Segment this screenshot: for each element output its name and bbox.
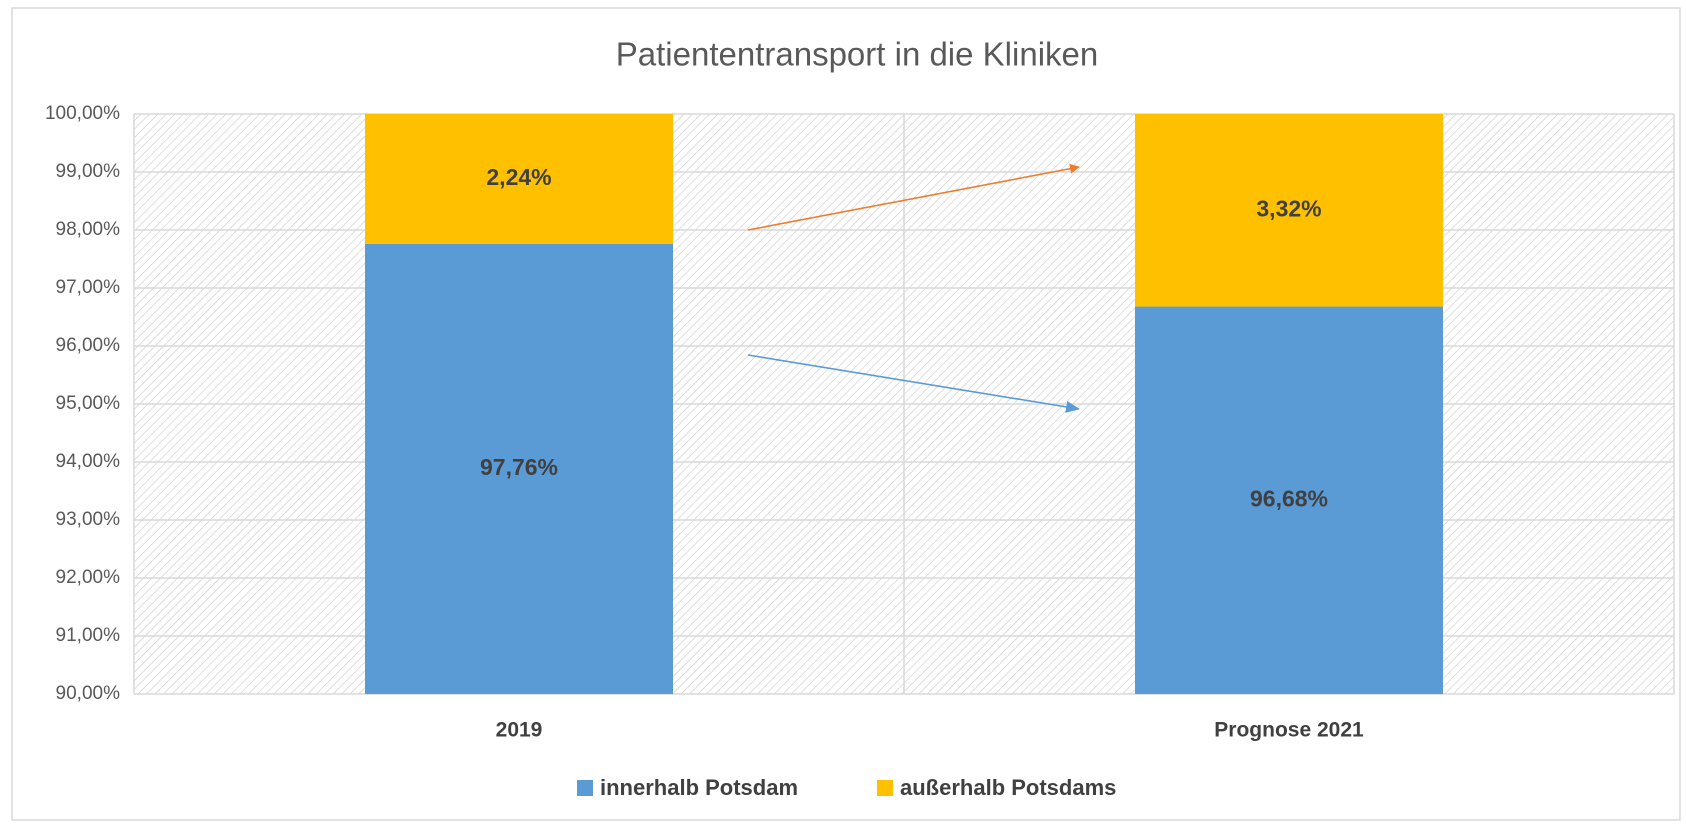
y-tick-label: 92,00% [56, 567, 121, 588]
y-tick-label: 100,00% [45, 103, 120, 124]
data-label: 2,24% [486, 164, 551, 190]
y-tick-label: 91,00% [56, 625, 121, 646]
legend: innerhalb Potsdam außerhalb Potsdams [577, 775, 1116, 800]
bar-segment [365, 243, 673, 695]
bar-segment [1135, 306, 1443, 694]
x-tick-label: 2019 [496, 719, 543, 742]
chart-title: Patiententransport in die Kliniken [616, 36, 1098, 73]
data-label: 3,32% [1256, 195, 1321, 221]
data-label: 97,76% [480, 454, 558, 480]
legend-swatch [877, 780, 893, 796]
y-tick-label: 98,00% [56, 219, 121, 240]
y-tick-label: 97,00% [56, 277, 121, 298]
y-tick-label: 94,00% [56, 451, 121, 472]
legend-label: außerhalb Potsdams [900, 775, 1116, 800]
legend-label: innerhalb Potsdam [600, 775, 798, 800]
y-tick-label: 99,00% [56, 161, 121, 182]
legend-swatch [577, 780, 593, 796]
data-label: 96,68% [1250, 485, 1328, 511]
y-tick-label: 96,00% [56, 335, 121, 356]
x-tick-label: Prognose 2021 [1214, 719, 1364, 742]
bar-segment [365, 114, 673, 244]
y-tick-label: 90,00% [56, 683, 121, 704]
y-tick-label: 95,00% [56, 393, 121, 414]
y-tick-label: 93,00% [56, 509, 121, 530]
trend-arrow [747, 354, 1080, 413]
trend-arrow [747, 163, 1080, 231]
bar-segment [1135, 114, 1443, 307]
